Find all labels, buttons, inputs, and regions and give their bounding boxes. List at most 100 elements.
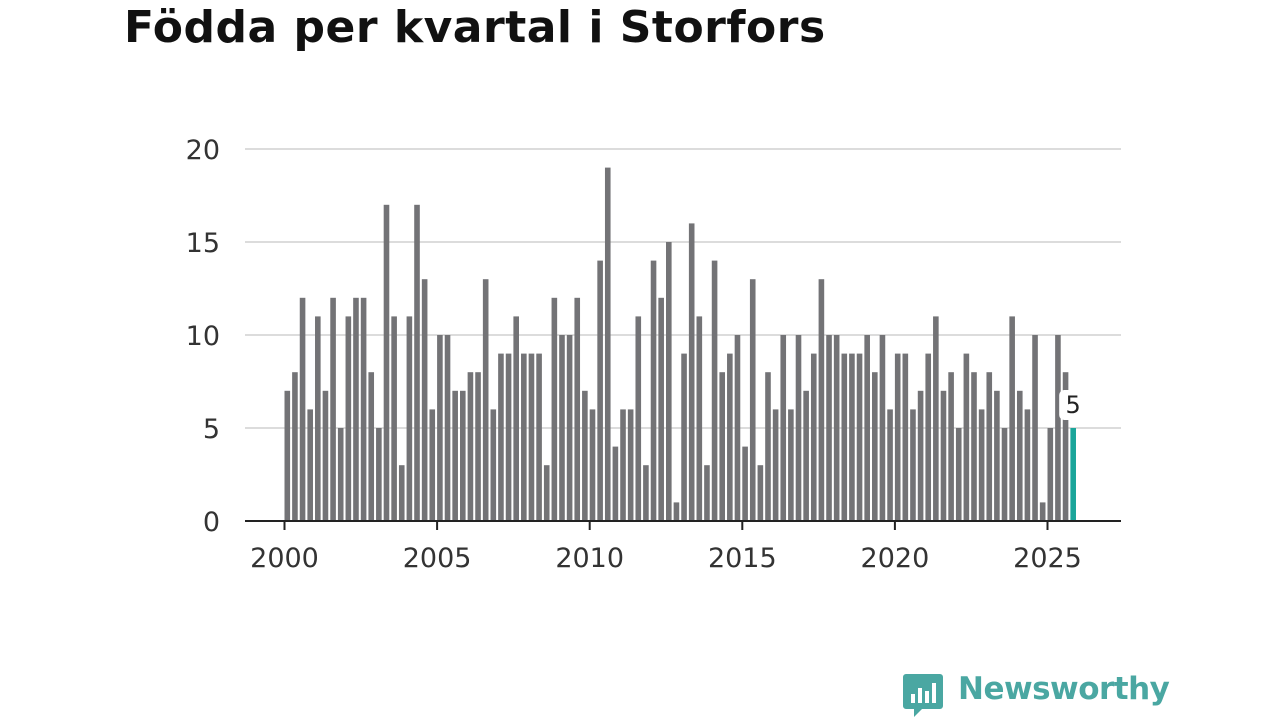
- bar: [337, 428, 344, 521]
- data-label-background: [1059, 390, 1088, 420]
- bar: [1055, 335, 1061, 521]
- x-tick-label: 2000: [250, 543, 319, 574]
- data-labels: 5: [1059, 390, 1088, 420]
- bar: [521, 353, 527, 521]
- bar: [360, 297, 367, 521]
- x-tick-label: 2015: [708, 543, 777, 574]
- bar: [1039, 502, 1046, 521]
- bar: [963, 353, 970, 521]
- bar: [475, 372, 481, 521]
- bar: [749, 279, 756, 521]
- bar: [376, 428, 382, 521]
- bar: [635, 316, 642, 521]
- bar: [933, 316, 939, 521]
- bar: [559, 335, 565, 521]
- bar: [330, 297, 336, 521]
- bar: [307, 409, 313, 521]
- bar: [551, 297, 558, 521]
- bar: [391, 316, 397, 521]
- bar: [612, 446, 619, 521]
- bar: [383, 204, 390, 522]
- bars: [284, 167, 1076, 522]
- bar: [1047, 428, 1054, 521]
- bar: [643, 465, 649, 521]
- bar: [757, 465, 764, 521]
- bar: [780, 335, 787, 521]
- x-tick-label: 2010: [555, 543, 624, 574]
- bar: [444, 335, 451, 521]
- newsworthy-logo: Newsworthy: [902, 668, 1170, 720]
- bar: [582, 390, 588, 521]
- bar: [658, 297, 664, 521]
- bar: [704, 465, 710, 521]
- bar: [879, 335, 886, 521]
- bar: [406, 316, 413, 521]
- bar: [742, 446, 748, 521]
- bar: [1032, 335, 1038, 521]
- bar: [986, 372, 993, 521]
- bar: [368, 372, 375, 521]
- bar: [284, 390, 291, 521]
- bar: [673, 502, 680, 521]
- x-tick-label: 2005: [403, 543, 472, 574]
- newsworthy-chart-icon: [903, 674, 943, 717]
- bar: [498, 353, 504, 521]
- bar: [810, 353, 817, 521]
- y-tick-label: 0: [203, 507, 220, 538]
- y-tick-label: 5: [203, 414, 220, 445]
- bar: [872, 372, 878, 521]
- bar: [910, 409, 916, 521]
- data-label-last-value: 5: [1066, 391, 1081, 419]
- bar: [1016, 390, 1023, 521]
- bar: [299, 297, 306, 521]
- bar: [696, 316, 703, 521]
- bar: [513, 316, 519, 521]
- bar: [620, 409, 626, 521]
- bar: [887, 409, 893, 521]
- bar: [536, 353, 542, 521]
- bar: [940, 390, 947, 521]
- bar: [315, 316, 321, 521]
- bar: [971, 372, 977, 521]
- bar: [849, 353, 855, 521]
- bar: [414, 204, 420, 522]
- bar: [467, 372, 474, 521]
- chart-title: Födda per kvartal i Storfors: [124, 2, 826, 53]
- x-tick-label: 2020: [861, 543, 930, 574]
- bar: [734, 335, 741, 521]
- bar: [833, 335, 840, 521]
- bar: [505, 353, 512, 521]
- bar: [803, 390, 809, 521]
- bar: [666, 242, 672, 521]
- bar: [452, 390, 458, 521]
- bar: [864, 335, 870, 521]
- bar: [772, 409, 779, 521]
- bar: [429, 409, 436, 521]
- bar: [1024, 409, 1031, 521]
- bar: [459, 390, 466, 521]
- bar: [894, 353, 901, 521]
- x-tick-label: 2025: [1013, 543, 1082, 574]
- bar: [727, 353, 733, 521]
- bar: [627, 409, 634, 521]
- bar: [604, 167, 611, 521]
- bar: [925, 353, 932, 521]
- bar: [490, 409, 497, 521]
- bar: [528, 353, 535, 521]
- y-tick-label: 20: [186, 135, 220, 166]
- bar: [841, 353, 848, 521]
- bar: [1001, 428, 1008, 521]
- bar: [437, 335, 443, 521]
- bar: [902, 353, 909, 521]
- bar: [322, 390, 329, 521]
- bar: [353, 297, 359, 521]
- bar: [681, 353, 687, 521]
- bar: [711, 260, 718, 521]
- bar: [574, 297, 581, 521]
- bar: [482, 279, 489, 521]
- y-axis-ticks: 0 5 10 15 20: [186, 135, 220, 538]
- bar: [917, 390, 924, 521]
- bar: [345, 316, 352, 521]
- bar: [1062, 372, 1069, 521]
